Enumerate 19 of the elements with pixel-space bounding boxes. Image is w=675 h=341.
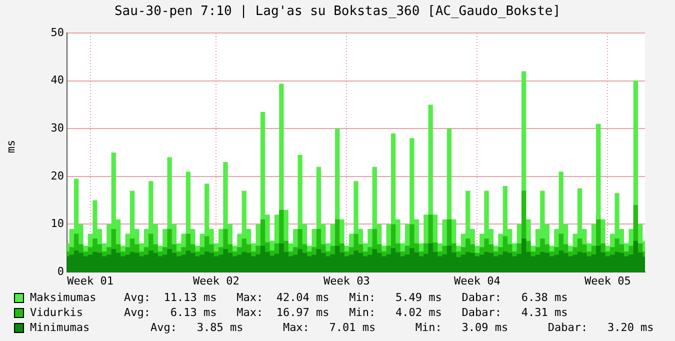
x-tick-label: Week 03 xyxy=(324,274,370,288)
legend-label: Vidurkis xyxy=(30,305,84,320)
y-tick-label: 20 xyxy=(50,169,64,182)
legend-label: Minimumas xyxy=(30,320,91,335)
legend-label: Maksimumas xyxy=(30,290,98,305)
x-tick-label: Week 02 xyxy=(192,274,240,288)
y-axis-title: ms xyxy=(4,138,18,156)
y-tick-label: 40 xyxy=(50,74,64,87)
y-tick-label: 0 xyxy=(57,264,64,278)
text: Avg: 3.85 ms Max: 7.01 ms Min: 3.09 ms Dabar: 3.20 ms xyxy=(149,320,654,335)
x-tick-label: Week 01 xyxy=(67,274,114,288)
y-tick-label: 50 xyxy=(50,26,64,39)
y-tick-label: 30 xyxy=(50,121,64,134)
text: Avg: 6.13 ms Max: 16.97 ms Min: 4.02 ms Dabar: 4.31 ms xyxy=(124,305,568,320)
x-tick-label: Week 04 xyxy=(454,274,501,288)
text: Avg: 11.13 ms Max: 42.04 ms Min: 5.49 ms Dabar: 6.38 ms xyxy=(124,290,568,305)
x-tick-label: Week 05 xyxy=(584,274,631,288)
y-tick-label: 10 xyxy=(50,217,64,230)
chart-title: Sau-30-pen 7:10 | Lag'as su Bokstas_360 [AC_Gaudo_Bokste] xyxy=(113,4,562,19)
